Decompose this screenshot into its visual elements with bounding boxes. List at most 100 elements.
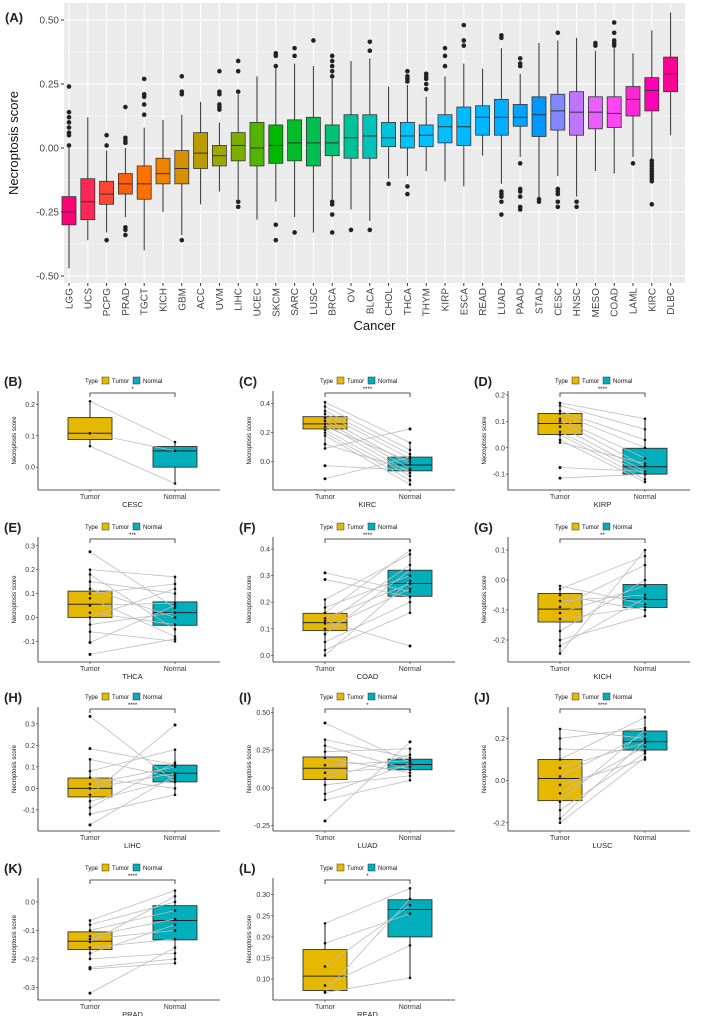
normal-point xyxy=(408,568,412,572)
normal-point xyxy=(408,463,412,466)
box-TGCT: TGCT xyxy=(136,76,152,315)
tumor-point xyxy=(323,648,327,652)
tumor-point xyxy=(323,738,327,741)
pair-line xyxy=(559,579,646,632)
y-tick-label: -0.25 xyxy=(36,208,59,219)
legend-label-normal: Normal xyxy=(143,695,162,701)
significance-bracket xyxy=(559,538,646,543)
x-tick-label: Tumor xyxy=(80,666,101,673)
box xyxy=(362,114,378,159)
pair-line xyxy=(324,553,411,600)
x-tick-label: LIHC xyxy=(234,288,245,311)
tumor-point xyxy=(88,923,92,927)
outlier-point xyxy=(104,237,109,243)
pair-line xyxy=(89,605,176,643)
outlier-point xyxy=(367,48,373,54)
pair-line xyxy=(324,620,411,647)
x-tick-label: Normal xyxy=(634,666,657,673)
x-axis-title: COAD xyxy=(357,672,379,681)
tumor-point xyxy=(323,922,327,925)
normal-point xyxy=(173,951,177,955)
panel-b: (B) Type Tumor Normal 0.0 0.1 0.2 Necroptosis s… xyxy=(4,374,220,509)
pair-line xyxy=(559,746,646,794)
y-axis-title: Necroptosis score xyxy=(12,575,18,624)
x-tick-label: Tumor xyxy=(315,1004,336,1011)
normal-point xyxy=(173,894,177,898)
tumor-point xyxy=(323,412,327,416)
box xyxy=(569,91,584,136)
box-UCS: UCS xyxy=(80,117,96,309)
box-KIRP: KIRP xyxy=(437,45,453,311)
box-PRAD: PRAD xyxy=(118,104,133,316)
y-tick-label: 0.2 xyxy=(25,567,35,574)
normal-point xyxy=(643,741,647,744)
y-tick-label: 0.10 xyxy=(256,977,270,984)
legend-swatch-tumor xyxy=(336,692,345,701)
box-KICH: KICH xyxy=(155,119,171,312)
normal-point xyxy=(408,563,412,567)
tumor-point xyxy=(558,425,562,428)
pair-line xyxy=(324,429,411,477)
outlier-point xyxy=(273,53,279,59)
y-tick-label: 0.0 xyxy=(495,778,505,785)
tumor-point xyxy=(558,817,562,820)
x-axis-title: LIHC xyxy=(124,841,142,850)
box-READ: READ xyxy=(475,68,491,316)
outlier-point xyxy=(123,140,128,146)
tumor-point xyxy=(323,409,327,413)
tumor-point xyxy=(323,632,327,636)
y-tick-label: 0.2 xyxy=(25,402,35,409)
x-tick-label: SARC xyxy=(290,288,301,316)
pair-line xyxy=(324,435,411,485)
outlier-point xyxy=(104,132,109,138)
panel-label: (C) xyxy=(239,374,257,389)
outlier-point xyxy=(217,107,222,112)
normal-point xyxy=(173,946,177,949)
pair-line xyxy=(89,924,176,954)
pair-line xyxy=(559,564,646,608)
y-tick-label: 0.1 xyxy=(495,548,505,555)
normal-point xyxy=(408,441,412,444)
normal-point xyxy=(408,765,412,769)
significance-bracket xyxy=(89,392,176,397)
normal-point xyxy=(408,448,412,452)
outlier-point xyxy=(442,45,448,51)
outlier-point xyxy=(66,109,72,115)
tumor-point xyxy=(558,747,562,751)
y-tick-label: 0.0 xyxy=(495,445,505,452)
legend-label-normal: Normal xyxy=(143,525,162,531)
normal-point xyxy=(408,778,412,782)
y-tick-label: -0.2 xyxy=(23,956,35,963)
tumor-point xyxy=(88,929,92,932)
tumor-point xyxy=(558,593,562,597)
significance-stars: **** xyxy=(363,533,373,539)
outlier-point xyxy=(141,112,147,118)
pair-line xyxy=(324,410,411,455)
pair-line xyxy=(559,729,646,802)
pair-line xyxy=(324,601,411,643)
tumor-point xyxy=(88,715,92,718)
normal-point xyxy=(408,768,412,772)
pair-line xyxy=(89,583,176,594)
x-tick-label: Tumor xyxy=(315,494,336,501)
pair-line xyxy=(89,569,176,578)
normal-point xyxy=(173,604,177,607)
tumor-point xyxy=(88,937,92,941)
outlier-point xyxy=(329,63,335,69)
normal-point xyxy=(643,758,647,761)
box-SKCM: SKCM xyxy=(268,50,284,317)
pair-line xyxy=(89,631,176,642)
normal-point xyxy=(643,739,647,742)
normal-point xyxy=(643,578,647,582)
tumor-point xyxy=(88,592,92,595)
tumor-point xyxy=(88,597,92,600)
pair-line xyxy=(559,555,646,590)
outlier-point xyxy=(179,74,185,79)
tumor-point xyxy=(88,967,92,971)
normal-point xyxy=(408,976,412,980)
y-axis-title: Necroptosis score xyxy=(482,744,488,793)
x-tick-label: Tumor xyxy=(550,666,571,673)
tumor-point xyxy=(323,622,327,625)
tumor-point xyxy=(88,787,92,790)
normal-point xyxy=(408,455,412,459)
